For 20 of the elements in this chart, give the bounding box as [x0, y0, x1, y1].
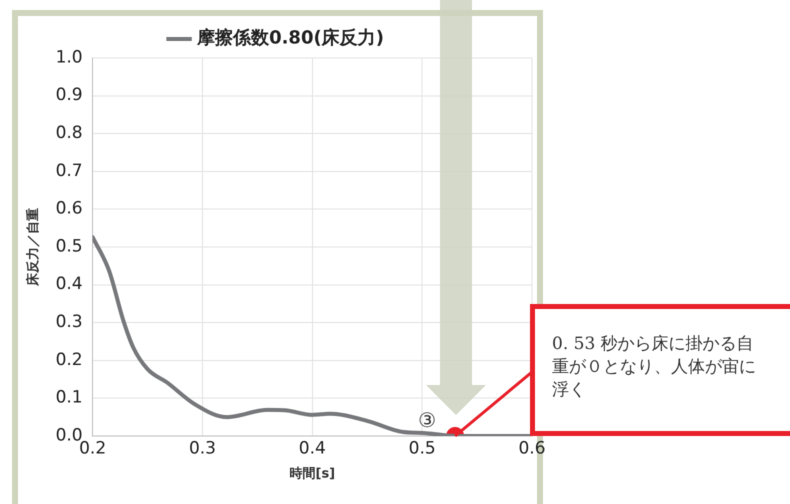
legend-label: 摩擦係数0.80(床反力) — [196, 28, 384, 49]
y-tick-label: 0.4 — [56, 274, 83, 294]
x-tick-label: 0.3 — [188, 438, 216, 459]
y-tick-label: 0.2 — [56, 350, 83, 370]
annotation: ③ — [418, 408, 436, 432]
y-tick-label: 0.7 — [56, 160, 83, 181]
x-tick-label: 0.5 — [408, 438, 436, 459]
y-tick-label: 0.5 — [56, 236, 83, 256]
x-tick-label: 0.2 — [79, 438, 106, 459]
y-tick-label: 1.0 — [56, 47, 83, 68]
y-tick-label: 0.1 — [56, 388, 83, 408]
y-tick-label: 0.9 — [56, 85, 83, 106]
annotation: 0. 53 秒から床に掛かる自重が０となり、人体が宙に浮く — [552, 333, 757, 402]
x-axis-title: 時間[s] — [290, 466, 336, 482]
x-tick-label: 0.4 — [298, 438, 326, 459]
y-tick-label: 0.8 — [56, 123, 83, 144]
y-tick-label: 0.3 — [56, 312, 83, 332]
y-tick-label: 0.6 — [56, 198, 83, 219]
y-axis-title: 床反力／自重 — [25, 208, 42, 287]
x-tick-label: 0.6 — [518, 438, 546, 459]
